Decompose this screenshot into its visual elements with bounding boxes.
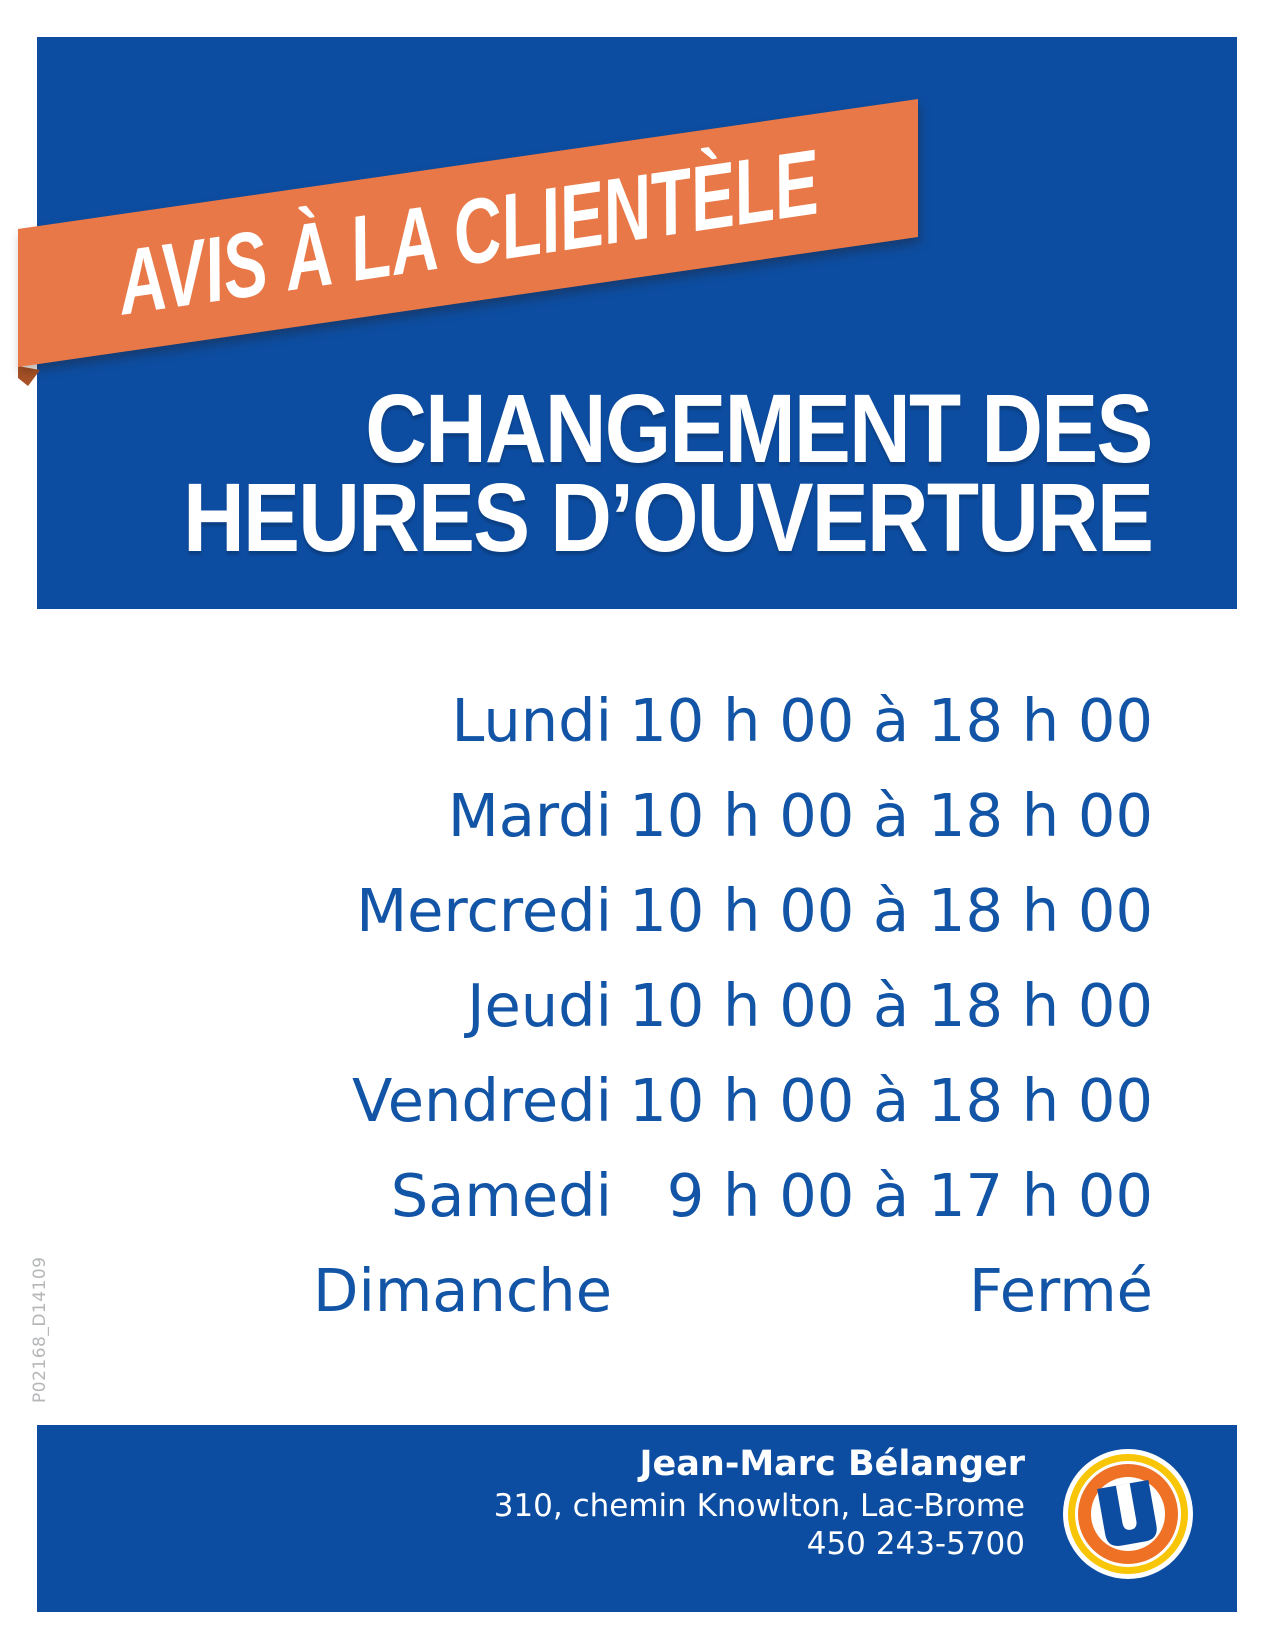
schedule-day: Vendredi: [351, 1066, 612, 1135]
uniprix-u-logo: [1063, 1449, 1193, 1579]
schedule-day: Mercredi: [356, 876, 612, 945]
schedule-row: Mercredi 10 h 00 à 18 h 00: [0, 881, 1275, 943]
schedule-row: Samedi 9 h 00 à 17 h 00: [0, 1166, 1275, 1228]
ribbon: AVIS À LA CLIENTÈLE: [18, 99, 918, 367]
ribbon-background: AVIS À LA CLIENTÈLE: [18, 99, 918, 367]
schedule-row: Vendredi 10 h 00 à 18 h 00: [0, 1071, 1275, 1133]
schedule-hours: 10 h 00 à 18 h 00: [629, 686, 1153, 755]
schedule-row: Mardi 10 h 00 à 18 h 00: [0, 786, 1275, 848]
ribbon-label: AVIS À LA CLIENTÈLE: [110, 131, 825, 334]
schedule-hours: 10 h 00 à 18 h 00: [629, 876, 1153, 945]
schedule-hours: 10 h 00 à 18 h 00: [629, 781, 1153, 850]
schedule-day: Lundi: [451, 686, 612, 755]
headline-line-1: CHANGEMENT DES: [365, 374, 1154, 483]
schedule-row: Jeudi 10 h 00 à 18 h 00: [0, 976, 1275, 1038]
owner-name: Jean-Marc Bélanger: [639, 1444, 1025, 1484]
schedule-day: Jeudi: [467, 971, 612, 1040]
schedule-hours: Fermé: [968, 1256, 1153, 1325]
schedule-row: Dimanche Fermé: [0, 1261, 1275, 1323]
store-phone: 450 243-5700: [806, 1526, 1025, 1563]
schedule-hours: 10 h 00 à 18 h 00: [629, 1066, 1153, 1135]
store-address: 310, chemin Knowlton, Lac-Brome: [493, 1487, 1025, 1524]
footer-blue-bar: [37, 1425, 1237, 1612]
schedule-hours: 10 h 00 à 18 h 00: [629, 971, 1153, 1040]
logo-u-letter: [1097, 1479, 1157, 1546]
schedule-day: Mardi: [447, 781, 612, 850]
schedule-day: Dimanche: [313, 1256, 612, 1325]
headline-line-2: HEURES D’OUVERTURE: [182, 463, 1154, 572]
schedule-row: Lundi 10 h 00 à 18 h 00: [0, 691, 1275, 753]
print-code: P02168_D14109: [30, 1256, 50, 1403]
footer-contact-block: Jean-Marc Bélanger 310, chemin Knowlton,…: [494, 1442, 1025, 1564]
schedule-hours: 9 h 00 à 17 h 00: [666, 1161, 1153, 1230]
schedule-day: Samedi: [390, 1161, 612, 1230]
